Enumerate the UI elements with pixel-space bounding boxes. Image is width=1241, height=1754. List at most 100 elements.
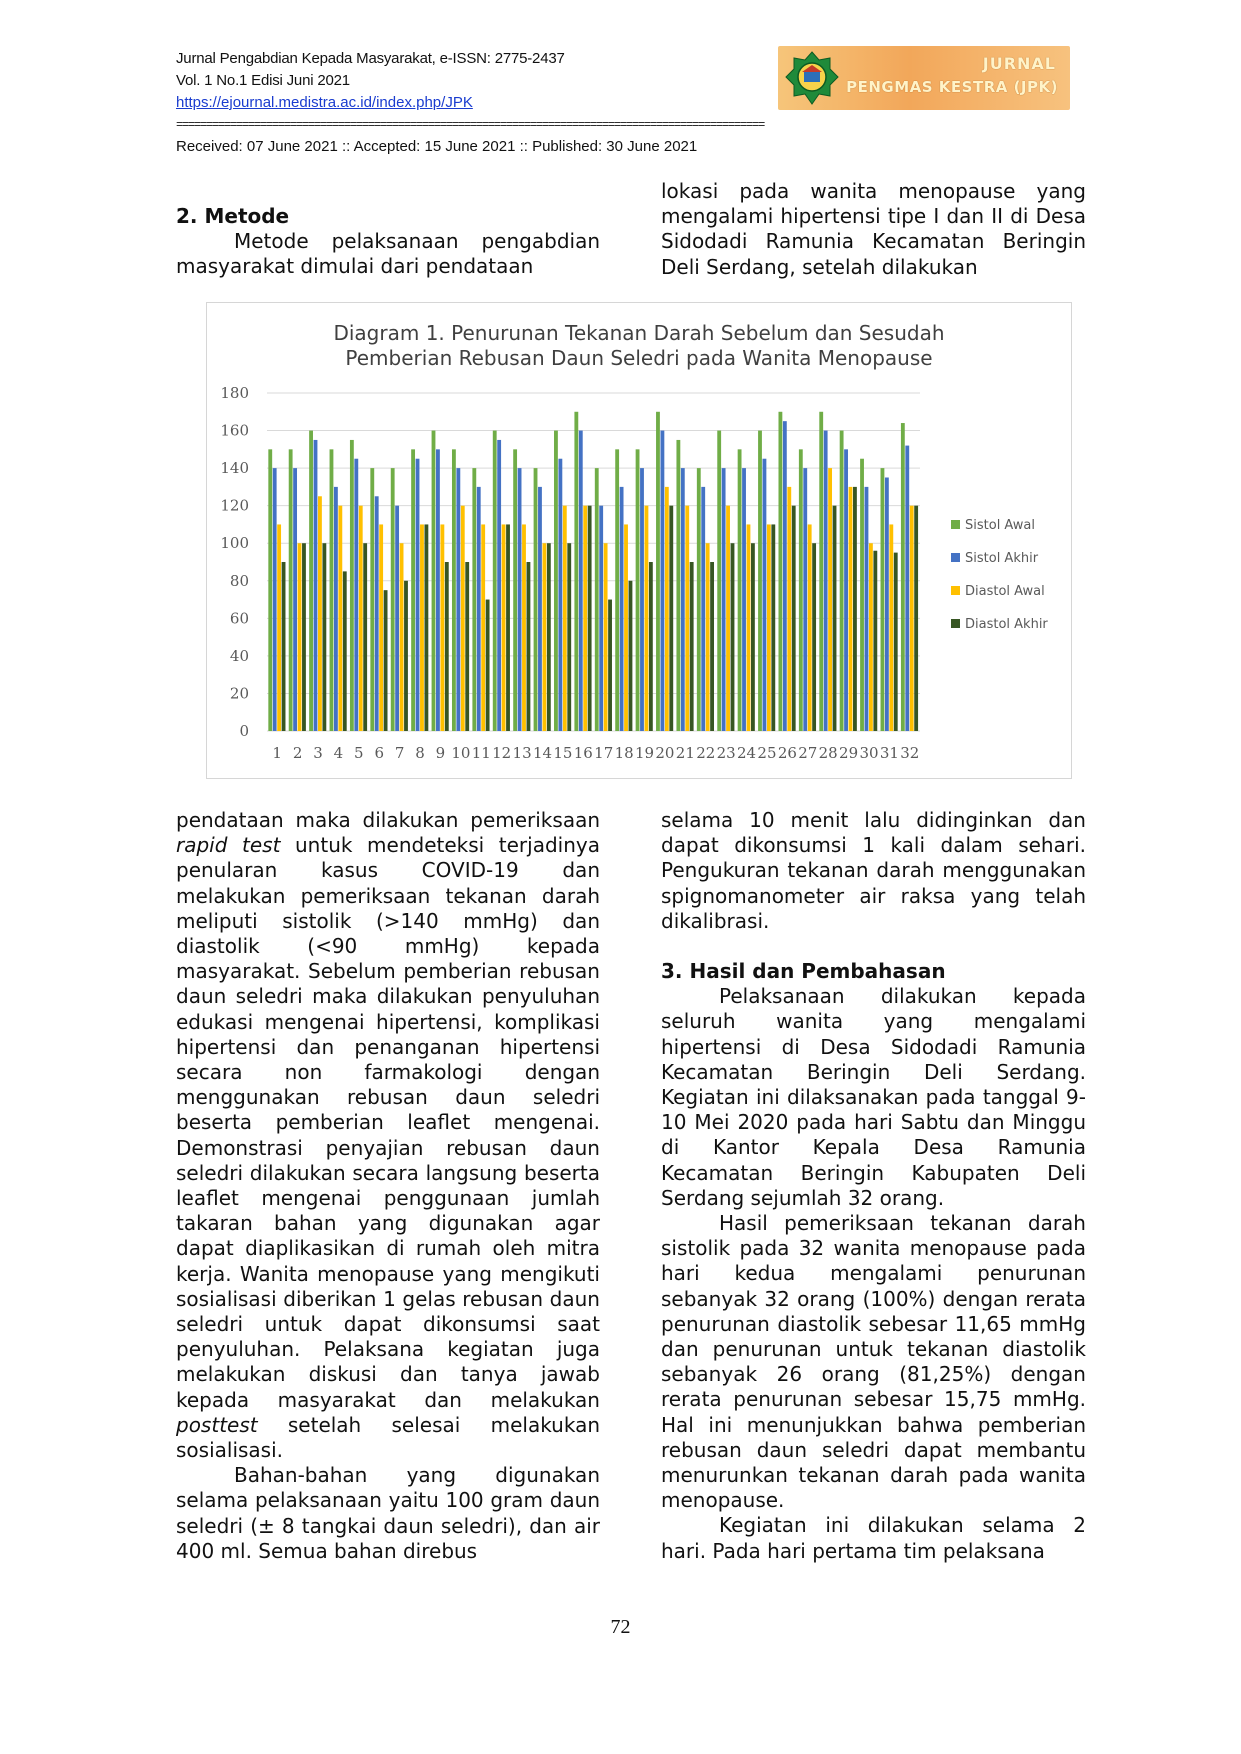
y-tick-label: 40 <box>230 647 249 665</box>
bar <box>758 430 762 731</box>
bar <box>456 468 461 731</box>
x-tick-label: 26 <box>778 744 797 762</box>
bar <box>333 486 338 731</box>
bar <box>522 524 526 731</box>
paragraph: Pelaksanaan dilakukan kepada seluruh wan… <box>661 984 1086 1210</box>
bar <box>281 562 286 731</box>
chart-title: Pemberian Rebusan Daun Seledri pada Wani… <box>345 346 932 370</box>
x-tick-label: 14 <box>533 744 552 762</box>
x-tick-label: 2 <box>293 744 303 762</box>
bar <box>358 505 363 731</box>
bar <box>660 430 665 731</box>
journal-name: Jurnal Pengabdian Kepada Masyarakat, e-I… <box>176 50 565 67</box>
bar <box>472 468 477 731</box>
bar <box>538 486 542 731</box>
y-tick-label: 20 <box>230 684 249 702</box>
bar <box>730 543 735 731</box>
y-tick-label: 100 <box>220 534 249 552</box>
bar <box>721 468 726 731</box>
bottom-left-column: pendataan maka dilakukan pemeriksaan rap… <box>176 808 600 1564</box>
bar <box>685 505 690 731</box>
bar <box>436 449 440 731</box>
bar <box>746 524 751 731</box>
bar <box>742 468 746 731</box>
bar <box>839 430 844 731</box>
x-tick-label: 32 <box>900 744 919 762</box>
journal-logo: JURNAL PENGMAS KESTRA (JPK) <box>778 46 1070 110</box>
bar <box>460 505 465 731</box>
x-tick-label: 23 <box>717 744 736 762</box>
paragraph: lokasi pada wanita menopause yang mengal… <box>661 179 1086 279</box>
journal-url-link[interactable]: https://ejournal.medistra.ac.id/index.ph… <box>176 94 473 111</box>
x-tick-label: 19 <box>635 744 654 762</box>
bar <box>578 430 583 731</box>
bar <box>853 486 857 731</box>
bar <box>583 505 588 731</box>
x-tick-label: 1 <box>272 744 282 762</box>
italic-term: rapid test <box>176 833 281 858</box>
x-tick-label: 9 <box>436 744 446 762</box>
y-tick-label: 120 <box>220 497 249 515</box>
bar <box>288 449 293 731</box>
bar <box>485 599 490 731</box>
x-tick-label: 25 <box>757 744 776 762</box>
bar <box>884 477 889 731</box>
legend-swatch <box>951 553 960 562</box>
bar <box>272 468 277 731</box>
bar <box>705 543 710 731</box>
x-tick-label: 27 <box>798 744 817 762</box>
bar <box>771 524 776 731</box>
bar <box>726 505 730 731</box>
bar <box>415 458 420 731</box>
x-tick-label: 15 <box>553 744 572 762</box>
bar <box>766 524 771 731</box>
italic-term: posttest <box>176 1412 258 1437</box>
header-separator: ========================================… <box>176 118 765 132</box>
paragraph: Bahan-bahan yang digunakan selama pelaks… <box>176 1463 600 1563</box>
x-tick-label: 30 <box>859 744 878 762</box>
x-tick-label: 31 <box>880 744 899 762</box>
bar <box>787 486 792 731</box>
legend-label: Sistol Akhir <box>965 551 1039 566</box>
bottom-right-column: selama 10 menit lalu didinginkan dan dap… <box>661 808 1086 1564</box>
bar <box>807 524 812 731</box>
paragraph: Kegiatan ini dilakukan selama 2 hari. Pa… <box>661 1513 1086 1563</box>
bar <box>363 543 368 731</box>
x-tick-label: 17 <box>594 744 613 762</box>
bar <box>383 590 388 731</box>
logo-subtitle: PENGMAS KESTRA (JPK) <box>846 78 1058 96</box>
section-heading-metode: 2. Metode <box>176 204 290 228</box>
x-tick-label: 3 <box>313 744 323 762</box>
bar <box>909 505 914 731</box>
bar <box>864 486 869 731</box>
bar <box>635 449 640 731</box>
logo-title: JURNAL <box>982 54 1056 73</box>
bar <box>608 599 612 731</box>
bar <box>322 543 327 731</box>
bar <box>513 449 518 731</box>
bar <box>338 505 343 731</box>
bar <box>664 486 669 731</box>
bar <box>558 458 563 731</box>
bar <box>297 543 302 731</box>
bar <box>420 524 424 731</box>
bar <box>349 439 354 731</box>
x-tick-label: 24 <box>737 744 756 762</box>
bar <box>444 562 449 731</box>
bar <box>696 468 701 731</box>
x-tick-label: 6 <box>374 744 384 762</box>
bar <box>562 505 567 731</box>
bar <box>669 505 674 731</box>
legend-label: Diastol Awal <box>965 584 1045 599</box>
bar <box>676 439 681 731</box>
bar <box>465 562 470 731</box>
y-tick-label: 160 <box>220 422 249 440</box>
x-tick-label: 21 <box>676 744 695 762</box>
bar <box>313 439 318 731</box>
bar <box>399 543 404 731</box>
paragraph: Metode pelaksanaan pengabdian masyarakat… <box>176 229 600 279</box>
bar <box>648 562 653 731</box>
bar <box>501 524 506 731</box>
top-right-column: lokasi pada wanita menopause yang mengal… <box>661 179 1086 280</box>
x-tick-label: 7 <box>395 744 405 762</box>
